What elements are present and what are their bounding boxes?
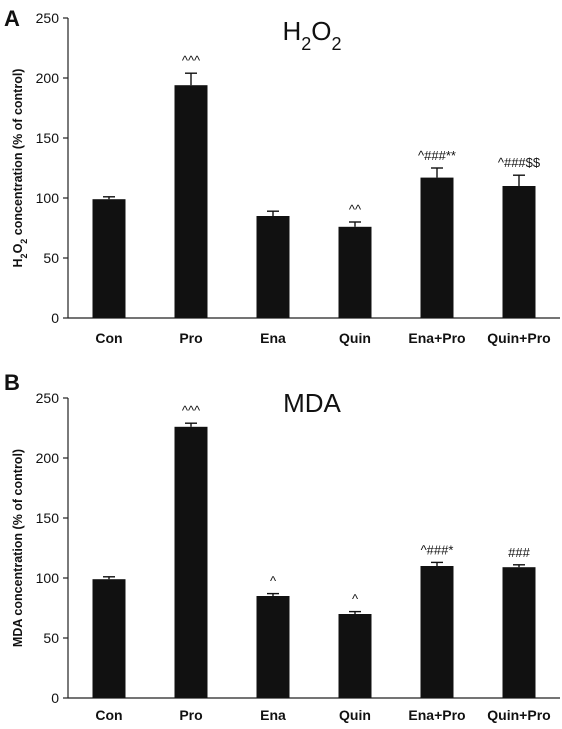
y-tick-label: 150 <box>36 130 60 146</box>
significance-label: ^^^ <box>182 403 201 418</box>
y-tick-label: 150 <box>36 510 60 526</box>
significance-label: ^ <box>270 574 277 589</box>
panel-label: B <box>4 370 20 395</box>
significance-label: ### <box>508 545 530 560</box>
chart-panel-a: A H2O2 0 50 100 150 200 250 H2O2 concentration (… <box>4 6 560 346</box>
bar-ena-plus-pro <box>420 177 454 318</box>
bar-ena-plus-pro <box>420 566 454 698</box>
y-tick-label: 100 <box>36 570 60 586</box>
significance-label: ^ <box>352 592 359 607</box>
x-tick-label: Pro <box>179 330 202 346</box>
x-tick-label: Con <box>95 330 122 346</box>
y-tick-label: 0 <box>51 310 59 326</box>
bar-pro <box>174 426 208 698</box>
y-tick-label: 50 <box>43 630 59 646</box>
y-tick-label: 250 <box>36 390 60 406</box>
x-tick-label: Ena+Pro <box>408 330 465 346</box>
bar-pro <box>174 85 208 318</box>
bar-ena <box>256 216 290 318</box>
bar-quin-plus-pro <box>502 567 536 698</box>
y-tick-label: 0 <box>51 690 59 706</box>
y-axis-label: MDA concentration (% of control) <box>11 449 25 647</box>
chart-panel-b: B MDA 0 50 100 150 200 250 MDA concentration (% … <box>4 370 560 723</box>
bar-con <box>92 579 126 698</box>
x-tick-label: Ena+Pro <box>408 707 465 723</box>
y-axis-label: H2O2 concentration (% of control) <box>11 69 29 268</box>
x-tick-label: Quin <box>339 707 371 723</box>
bar-quin <box>338 226 372 318</box>
y-tick-label: 100 <box>36 190 60 206</box>
bar-con <box>92 199 126 318</box>
x-tick-label: Pro <box>179 707 202 723</box>
y-tick-label: 250 <box>36 10 60 26</box>
x-tick-label: Ena <box>260 707 286 723</box>
x-tick-label: Quin+Pro <box>487 707 550 723</box>
significance-label: ^^^ <box>182 53 201 68</box>
x-tick-label: Quin+Pro <box>487 330 550 346</box>
bar-quin-plus-pro <box>502 186 536 318</box>
y-tick-label: 200 <box>36 450 60 466</box>
significance-label: ^###* <box>421 542 454 557</box>
significance-label: ^^ <box>349 202 362 217</box>
chart-title: MDA <box>283 388 341 418</box>
chart-title: H2O2 <box>282 16 341 54</box>
y-tick-label: 200 <box>36 70 60 86</box>
bar-quin <box>338 614 372 698</box>
x-tick-label: Ena <box>260 330 286 346</box>
bar-ena <box>256 596 290 698</box>
panel-label: A <box>4 6 20 31</box>
x-tick-label: Quin <box>339 330 371 346</box>
x-tick-label: Con <box>95 707 122 723</box>
y-tick-label: 50 <box>43 250 59 266</box>
significance-label: ^###$$ <box>498 155 541 170</box>
significance-label: ^###** <box>418 148 456 163</box>
